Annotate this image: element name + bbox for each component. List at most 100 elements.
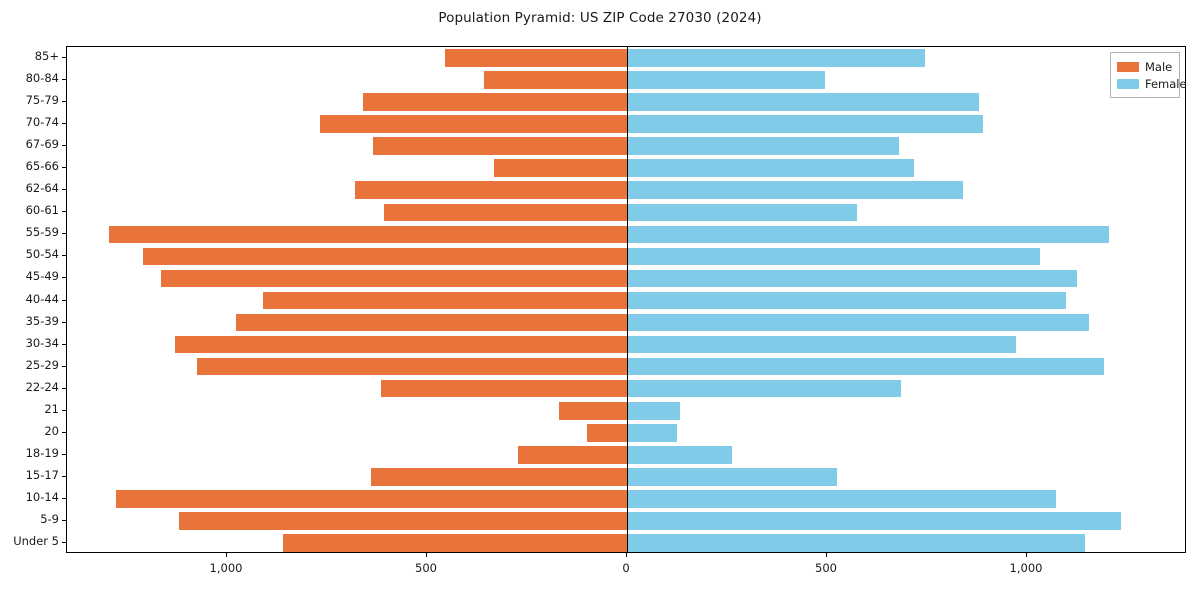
y-axis-tick-label: 18-19: [25, 445, 59, 460]
bar-female: [627, 512, 1121, 530]
y-axis-tick-label: 5-9: [40, 511, 59, 526]
bar-male: [558, 401, 627, 420]
y-axis-tick-mark: [62, 365, 66, 367]
bar-male: [178, 512, 627, 530]
y-axis-tick-mark: [62, 541, 66, 543]
bar-male: [444, 49, 627, 67]
bar-row: [67, 512, 1185, 530]
bar-male: [381, 379, 627, 398]
legend-swatch-male: [1117, 61, 1139, 72]
bar-male: [143, 247, 627, 266]
bar-male: [175, 335, 627, 354]
x-axis-tick-mark: [826, 553, 827, 557]
bar-male: [263, 291, 627, 310]
y-axis-tick-label: 75-79: [25, 93, 59, 108]
bar-female: [627, 357, 1104, 376]
bar-female: [627, 445, 732, 464]
bar-row: [67, 534, 1185, 552]
legend-item-male[interactable]: Male: [1117, 58, 1173, 75]
bar-female: [627, 203, 857, 222]
x-axis-tick-label: 1,000: [209, 561, 243, 575]
bar-male: [236, 313, 627, 332]
bar-female: [627, 291, 1067, 310]
y-axis-tick-mark: [62, 189, 66, 191]
bar-female: [627, 335, 1017, 354]
y-axis-tick-mark: [62, 167, 66, 169]
y-axis-tick-mark: [62, 343, 66, 345]
bar-female: [627, 313, 1090, 332]
y-axis-tick-mark: [62, 145, 66, 147]
bar-male: [518, 445, 627, 464]
y-axis-tick-label: 30-34: [25, 335, 59, 350]
y-axis-tick-mark: [62, 255, 66, 257]
y-axis-tick-mark: [62, 321, 66, 323]
bar-female: [627, 269, 1078, 288]
bar-male: [483, 71, 627, 89]
y-axis-tick-label: 40-44: [25, 291, 59, 306]
bar-male: [363, 93, 627, 111]
y-axis-tick-label: 35-39: [25, 313, 59, 328]
y-axis-tick-mark: [62, 497, 66, 499]
y-axis-tick-label: 25-29: [25, 357, 59, 372]
bar-male: [384, 203, 627, 222]
bar-male: [196, 357, 627, 376]
bar-female: [627, 181, 964, 200]
y-axis-tick-label: 21: [44, 401, 59, 416]
y-axis-tick-label: 45-49: [25, 269, 59, 284]
bar-male: [319, 115, 627, 133]
bar-row: [67, 401, 1185, 420]
x-axis-tick-mark: [426, 553, 427, 557]
bar-row: [67, 181, 1185, 200]
bar-male: [116, 490, 627, 508]
bar-male: [494, 159, 627, 178]
x-axis-tick-mark: [626, 553, 627, 557]
y-axis-tick-mark: [62, 101, 66, 103]
bar-row: [67, 137, 1185, 155]
y-axis-tick-mark: [62, 57, 66, 59]
bar-row: [67, 269, 1185, 288]
bar-row: [67, 313, 1185, 332]
bar-row: [67, 379, 1185, 398]
bar-row: [67, 445, 1185, 464]
x-axis-tick-label: 500: [815, 561, 837, 575]
y-axis-tick-label: 70-74: [25, 115, 59, 130]
bar-female: [627, 225, 1109, 244]
y-axis-tick-mark: [62, 233, 66, 235]
y-axis-tick-label: 60-61: [25, 203, 59, 218]
y-axis-tick-label: 62-64: [25, 181, 59, 196]
bar-row: [67, 93, 1185, 111]
y-axis-tick-mark: [62, 453, 66, 455]
bar-row: [67, 468, 1185, 486]
x-axis-tick-label: 1,000: [1009, 561, 1043, 575]
x-axis-tick-label: 500: [415, 561, 437, 575]
y-axis-tick-label: 67-69: [25, 137, 59, 152]
bar-row: [67, 71, 1185, 89]
chart-title: Population Pyramid: US ZIP Code 27030 (2…: [438, 10, 762, 26]
bar-row: [67, 115, 1185, 133]
y-axis-tick-label: 65-66: [25, 159, 59, 174]
bar-male: [161, 269, 627, 288]
y-axis-tick-label: 50-54: [25, 247, 59, 262]
bar-female: [627, 379, 901, 398]
y-axis-tick-label: 20: [44, 423, 59, 438]
bar-female: [627, 115, 983, 133]
legend-item-female[interactable]: Female: [1117, 75, 1187, 92]
y-axis-tick-mark: [62, 277, 66, 279]
y-axis-tick-mark: [62, 79, 66, 81]
bar-row: [67, 490, 1185, 508]
bar-male: [355, 181, 627, 200]
y-axis-tick-mark: [62, 519, 66, 521]
bar-female: [627, 534, 1086, 552]
bar-row: [67, 49, 1185, 67]
y-axis-tick-mark: [62, 211, 66, 213]
y-axis-tick-label: 10-14: [25, 489, 59, 504]
bar-male: [109, 225, 627, 244]
bar-female: [627, 71, 825, 89]
bar-female: [627, 468, 837, 486]
plot-area: [66, 46, 1186, 553]
bar-row: [67, 225, 1185, 244]
bar-female: [627, 159, 915, 178]
y-axis-tick-label: Under 5: [13, 533, 59, 548]
bar-female: [627, 401, 681, 420]
bar-row: [67, 357, 1185, 376]
